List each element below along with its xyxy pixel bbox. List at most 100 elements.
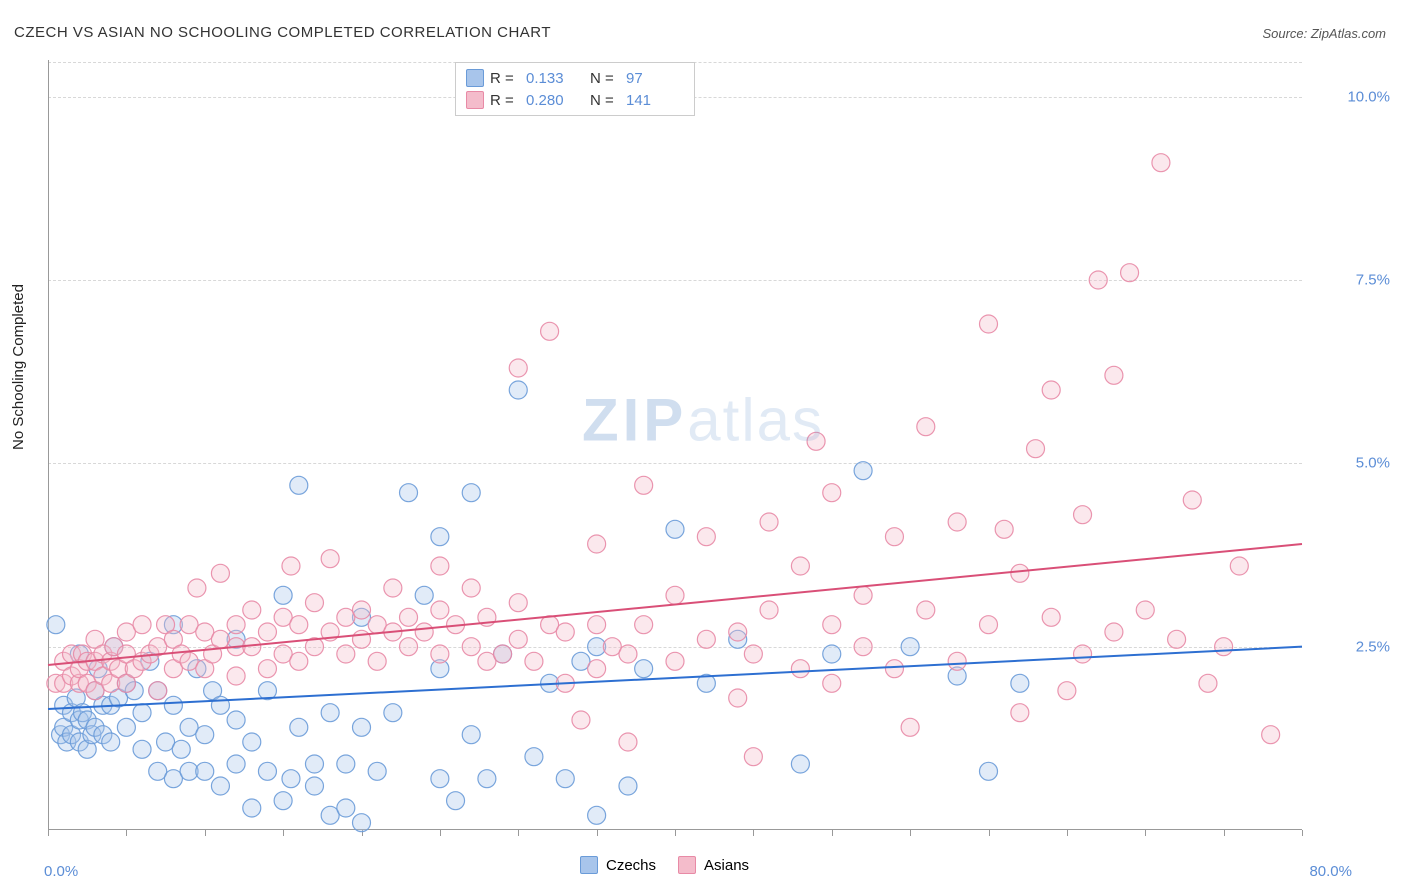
scatter-point [588, 660, 606, 678]
scatter-point [47, 616, 65, 634]
scatter-point [1042, 608, 1060, 626]
scatter-point [697, 630, 715, 648]
chart-title: CZECH VS ASIAN NO SCHOOLING COMPLETED CO… [14, 24, 551, 41]
scatter-point [509, 381, 527, 399]
scatter-point [980, 616, 998, 634]
scatter-point [744, 748, 762, 766]
scatter-point [885, 528, 903, 546]
scatter-point [1199, 674, 1217, 692]
scatter-point [305, 594, 323, 612]
x-tick-mark [989, 830, 990, 836]
scatter-point [619, 645, 637, 663]
scatter-point [117, 718, 135, 736]
scatter-point [1262, 726, 1280, 744]
scatter-point [431, 601, 449, 619]
scatter-point [729, 623, 747, 641]
scatter-point [400, 608, 418, 626]
scatter-point [1011, 564, 1029, 582]
x-tick-mark [832, 830, 833, 836]
scatter-point [885, 660, 903, 678]
scatter-point [854, 638, 872, 656]
scatter-point [290, 718, 308, 736]
legend-r-value-1: 0.280 [526, 92, 584, 109]
scatter-point [196, 762, 214, 780]
legend-swatch-0 [466, 69, 484, 87]
scatter-point [133, 740, 151, 758]
scatter-point [400, 484, 418, 502]
scatter-point [227, 667, 245, 685]
x-tick-mark [1224, 830, 1225, 836]
scatter-point [588, 535, 606, 553]
x-tick-label-min: 0.0% [44, 863, 78, 880]
scatter-point [337, 755, 355, 773]
scatter-point [995, 520, 1013, 538]
scatter-point [854, 462, 872, 480]
scatter-point [791, 755, 809, 773]
x-tick-mark [1145, 830, 1146, 836]
scatter-point [901, 638, 919, 656]
x-tick-mark [205, 830, 206, 836]
legend-n-label: N = [590, 70, 620, 87]
legend-series-label-1: Asians [704, 857, 749, 874]
scatter-point [258, 623, 276, 641]
legend-stats-row-0: R = 0.133 N = 97 [466, 67, 684, 89]
legend-series: Czechs Asians [580, 856, 749, 874]
scatter-point [227, 711, 245, 729]
scatter-point [290, 652, 308, 670]
scatter-point [462, 638, 480, 656]
scatter-point [635, 660, 653, 678]
scatter-point [525, 652, 543, 670]
legend-series-swatch-1 [678, 856, 696, 874]
scatter-point [431, 645, 449, 663]
legend-stats: R = 0.133 N = 97 R = 0.280 N = 141 [455, 62, 695, 116]
scatter-point [494, 645, 512, 663]
y-axis-label: No Schooling Completed [10, 284, 27, 450]
scatter-point [415, 623, 433, 641]
scatter-point [243, 733, 261, 751]
scatter-point [823, 616, 841, 634]
x-tick-mark [126, 830, 127, 836]
legend-series-label-0: Czechs [606, 857, 656, 874]
scatter-point [697, 528, 715, 546]
legend-series-swatch-0 [580, 856, 598, 874]
x-tick-mark [597, 830, 598, 836]
scatter-point [980, 315, 998, 333]
scatter-point [917, 601, 935, 619]
scatter-point [823, 484, 841, 502]
scatter-point [1105, 366, 1123, 384]
legend-swatch-1 [466, 91, 484, 109]
scatter-point [948, 513, 966, 531]
scatter-point [282, 557, 300, 575]
scatter-point [431, 770, 449, 788]
scatter-point [572, 711, 590, 729]
scatter-point [588, 806, 606, 824]
scatter-point [227, 755, 245, 773]
scatter-point [509, 594, 527, 612]
scatter-point [1105, 623, 1123, 641]
scatter-point [384, 704, 402, 722]
legend-r-label: R = [490, 70, 520, 87]
scatter-point [1074, 506, 1092, 524]
scatter-point [227, 616, 245, 634]
scatter-point [368, 762, 386, 780]
scatter-point [1011, 704, 1029, 722]
scatter-point [164, 696, 182, 714]
scatter-point [980, 762, 998, 780]
chart-container: CZECH VS ASIAN NO SCHOOLING COMPLETED CO… [0, 0, 1406, 892]
scatter-point [353, 601, 371, 619]
legend-n-value-0: 97 [626, 70, 684, 87]
scatter-point [666, 520, 684, 538]
scatter-point [619, 777, 637, 795]
scatter-point [431, 528, 449, 546]
plot-svg [48, 60, 1302, 830]
scatter-point [556, 770, 574, 788]
x-tick-mark [48, 830, 49, 836]
scatter-point [729, 689, 747, 707]
scatter-point [619, 733, 637, 751]
scatter-point [211, 564, 229, 582]
scatter-point [525, 748, 543, 766]
x-tick-mark [1067, 830, 1068, 836]
scatter-point [337, 645, 355, 663]
scatter-point [478, 770, 496, 788]
scatter-point [1121, 264, 1139, 282]
